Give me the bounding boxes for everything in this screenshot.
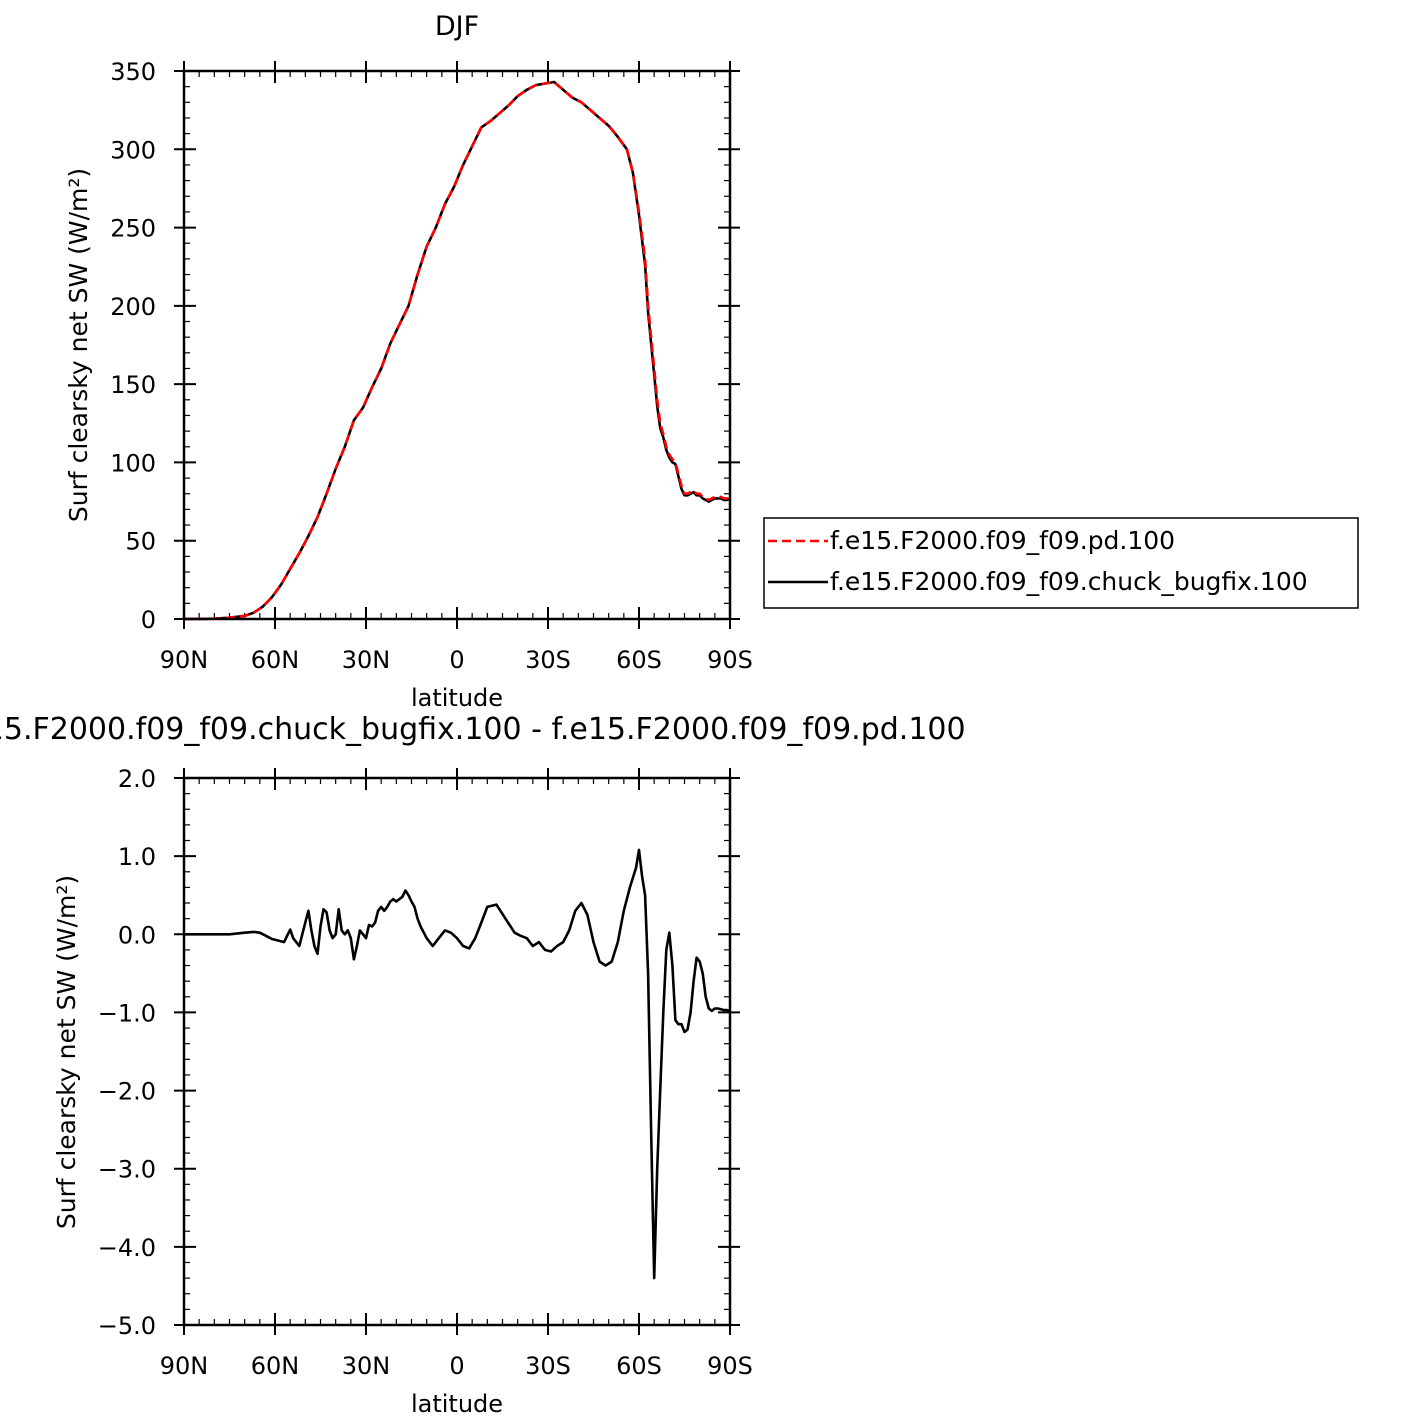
top-y-tick-label: 200: [110, 293, 156, 321]
top-x-tick-label: 0: [449, 646, 464, 674]
bottom-chart-frame: [182, 776, 732, 1327]
top-chart-legend: f.e15.F2000.f09_f09.pd.100 f.e15.F2000.f…: [763, 517, 1359, 609]
top-series-line-2: [183, 80, 731, 621]
bottom-y-tick-label: −2.0: [98, 1078, 156, 1106]
top-chart-frame: [182, 69, 732, 621]
top-chart-y-axis-label: Surf clearsky net SW (W/m²): [64, 168, 93, 522]
bottom-y-tick-label: −1.0: [98, 999, 156, 1027]
bottom-x-tick-label: 90N: [160, 1352, 209, 1380]
legend-label-series-1: f.e15.F2000.f09_f09.pd.100: [830, 526, 1175, 555]
bottom-x-tick-label: 30N: [342, 1352, 391, 1380]
top-y-tick-label: 100: [110, 449, 156, 477]
top-x-tick-label: 90S: [707, 646, 753, 674]
top-chart-x-axis-label: latitude: [411, 684, 503, 712]
bottom-chart-lines: [184, 848, 731, 1280]
bottom-y-tick-label: 0.0: [118, 921, 156, 949]
legend-label-series-2: f.e15.F2000.f09_f09.chuck_bugfix.100: [830, 567, 1308, 596]
top-chart-panel: DJF 90N 60N 30N 0 30S 60S 90S 0 50 100 150 200 250 30…: [64, 11, 1359, 712]
bottom-x-tick-label: 90S: [707, 1352, 753, 1380]
top-series-line-1: [183, 80, 731, 621]
bottom-chart-panel: f.e15.F2000.f09_f09.chuck_bugfix.100 - f…: [0, 712, 966, 1418]
top-x-tick-label: 90N: [160, 646, 209, 674]
top-chart-lines: [183, 80, 731, 621]
bottom-chart-y-axis-label: Surf clearsky net SW (W/m²): [52, 875, 81, 1229]
bottom-chart-tick-labels: 90N 60N 30N 0 30S 60S 90S 2.0 1.0 0.0 −1.0 −2.0 −3.0…: [98, 765, 753, 1380]
top-chart-ticks: [174, 61, 740, 629]
top-x-tick-label: 30S: [525, 646, 571, 674]
bottom-x-tick-label: 0: [449, 1352, 464, 1380]
top-chart-tick-labels: 90N 60N 30N 0 30S 60S 90S 0 50 100 150 200 250 300 350: [110, 58, 753, 674]
bottom-series-line-1: [184, 848, 731, 1280]
bottom-y-tick-label: 1.0: [118, 843, 156, 871]
top-y-tick-label: 350: [110, 58, 156, 86]
bottom-y-tick-label: 2.0: [118, 765, 156, 793]
bottom-y-tick-label: −4.0: [98, 1234, 156, 1262]
bottom-chart-x-axis-label: latitude: [411, 1390, 503, 1418]
bottom-x-tick-label: 60S: [616, 1352, 662, 1380]
bottom-chart-title: f.e15.F2000.f09_f09.chuck_bugfix.100 - f…: [0, 712, 966, 747]
legend-box: [763, 517, 1359, 609]
bottom-x-tick-label: 30S: [525, 1352, 571, 1380]
bottom-y-tick-label: −5.0: [98, 1312, 156, 1340]
top-chart-title: DJF: [435, 11, 479, 42]
top-y-tick-label: 300: [110, 136, 156, 164]
top-x-tick-label: 30N: [342, 646, 391, 674]
bottom-x-tick-label: 60N: [251, 1352, 300, 1380]
top-y-tick-label: 50: [125, 528, 156, 556]
bottom-y-tick-label: −3.0: [98, 1156, 156, 1184]
top-y-tick-label: 150: [110, 371, 156, 399]
top-y-tick-label: 0: [141, 606, 156, 634]
top-y-tick-label: 250: [110, 215, 156, 243]
top-x-tick-label: 60N: [251, 646, 300, 674]
top-x-tick-label: 60S: [616, 646, 662, 674]
